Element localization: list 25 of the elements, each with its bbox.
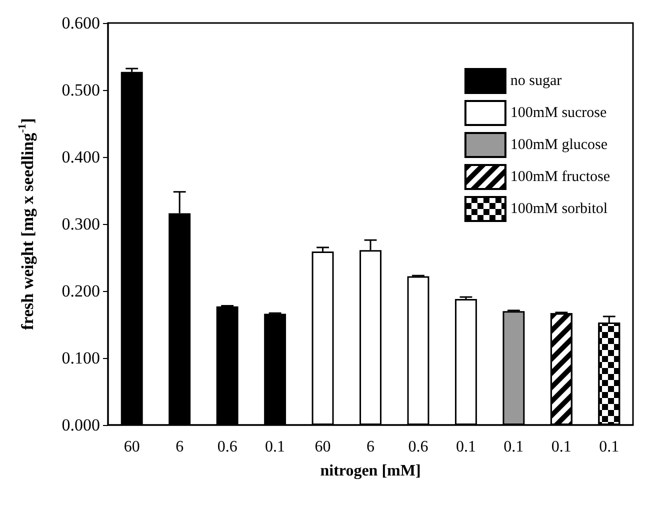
legend-label: no sugar (510, 73, 562, 89)
x-tick-label: 0.6 (408, 438, 428, 456)
y-tick-label: 0.100 (62, 348, 100, 368)
y-axis-title: fresh weight [mg x seedling-1] (16, 118, 37, 330)
legend-label: 100mM sucrose (510, 105, 608, 121)
y-tick-label: 0.300 (62, 214, 100, 234)
x-axis-title: nitrogen [mM] (320, 462, 421, 480)
x-tick-label: 0.6 (217, 438, 238, 456)
y-tick-label: 0.500 (62, 80, 100, 100)
x-tick-label: 0.1 (551, 438, 572, 456)
x-tick-label: 0.1 (504, 438, 524, 456)
x-tick-label: 6 (366, 438, 374, 456)
legend-label: 100mM sorbitol (510, 201, 608, 217)
legend-label: 100mM glucose (510, 137, 608, 153)
x-tick-label: 0.1 (599, 438, 620, 456)
x-tick-label: 6 (176, 438, 184, 456)
x-tick-label: 0.1 (456, 438, 476, 456)
x-tick-label: 60 (314, 438, 331, 456)
y-tick-label: 0.600 (62, 14, 100, 32)
legend-label: 100mM fructose (510, 169, 610, 185)
y-tick-label: 0.200 (62, 282, 100, 300)
x-tick-label: 0.1 (265, 438, 286, 456)
y-tick-label: 0.000 (62, 416, 100, 434)
y-tick-label: 0.400 (62, 148, 100, 166)
x-tick-label: 60 (124, 438, 140, 456)
